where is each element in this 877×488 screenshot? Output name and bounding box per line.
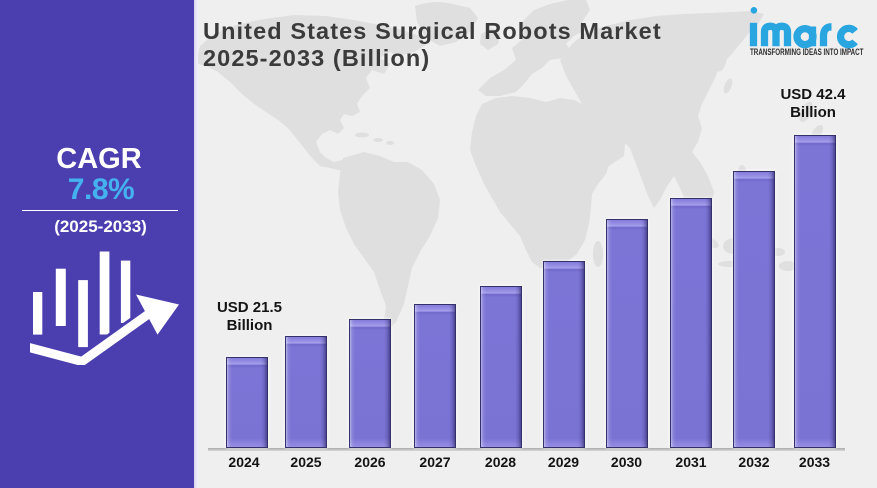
svg-text:TRANSFORMING IDEAS INTO IMPACT: TRANSFORMING IDEAS INTO IMPACT <box>750 47 864 57</box>
